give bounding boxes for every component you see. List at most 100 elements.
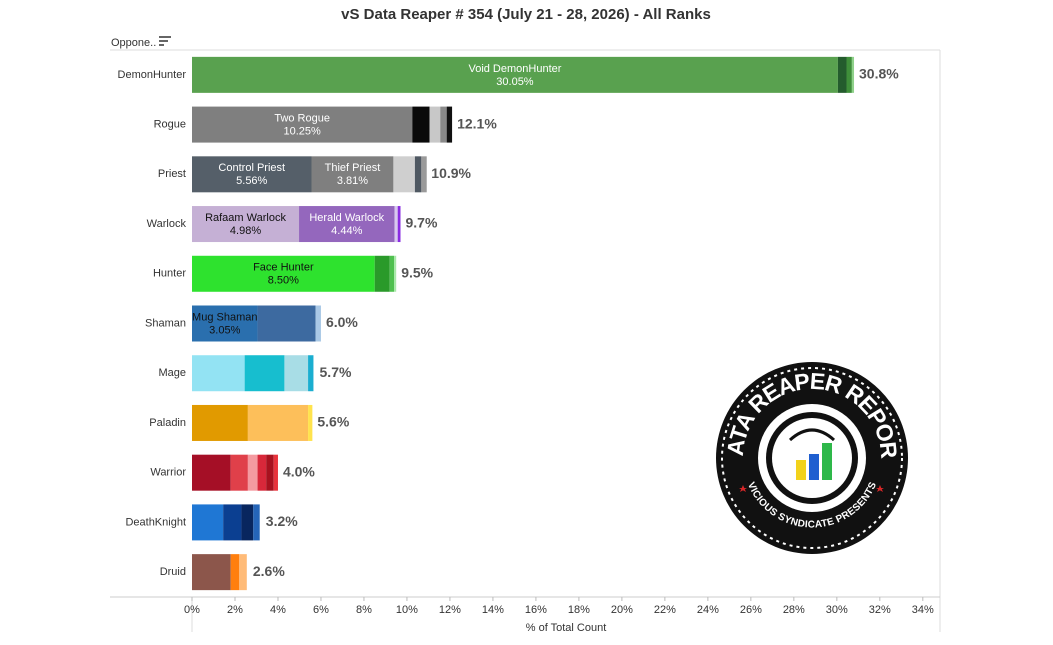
total-label: 10.9% (431, 165, 471, 181)
bar-segment (299, 206, 395, 243)
x-tick-label: 26% (740, 604, 762, 616)
total-label: 9.5% (401, 264, 433, 280)
bar-segment (284, 355, 309, 392)
bar-segment (192, 156, 312, 193)
segment-value-label: 10.25% (284, 125, 322, 137)
x-tick-label: 28% (783, 604, 805, 616)
bar-segment (421, 156, 427, 193)
bar-segment (440, 106, 447, 143)
x-tick-label: 8% (356, 604, 372, 616)
x-tick-label: 20% (611, 604, 633, 616)
total-label: 3.2% (266, 513, 298, 529)
x-tick-label: 32% (869, 604, 891, 616)
segment-label: Control Priest (218, 162, 285, 174)
category-label: Hunter (153, 268, 186, 280)
total-label: 12.1% (457, 115, 497, 131)
segment-value-label: 8.50% (268, 275, 299, 287)
bar-segment (192, 554, 231, 591)
bar-segment (257, 305, 316, 342)
bar-segment (192, 305, 258, 342)
x-axis-label: % of Total Count (526, 622, 607, 634)
bar-segment (315, 305, 321, 342)
bar-segment (394, 206, 398, 243)
bar-segment (192, 404, 248, 441)
x-tick-label: 6% (313, 604, 329, 616)
bar-segment (412, 106, 430, 143)
x-tick-label: 0% (184, 604, 200, 616)
total-label: 30.8% (859, 66, 899, 82)
x-tick-label: 18% (568, 604, 590, 616)
segment-label: Mug Shaman (192, 311, 257, 323)
bar-segment (192, 355, 245, 392)
bar-segment (192, 206, 300, 243)
bar-segment (257, 454, 267, 491)
segment-label: Herald Warlock (309, 212, 384, 224)
bar-segment (241, 504, 254, 541)
bar-segment (308, 404, 313, 441)
bar-segment (429, 106, 441, 143)
bar-segment (239, 554, 247, 591)
bar-segment (374, 255, 390, 292)
category-label: Rogue (154, 118, 186, 130)
segment-value-label: 4.98% (230, 225, 261, 237)
x-tick-label: 10% (396, 604, 418, 616)
bar-segment (837, 56, 847, 93)
category-label: DeathKnight (125, 516, 186, 528)
bar-segment (446, 106, 453, 143)
category-label: Paladin (149, 417, 186, 429)
x-tick-label: 14% (482, 604, 504, 616)
x-tick-label: 16% (525, 604, 547, 616)
total-label: 6.0% (326, 314, 358, 330)
segment-label: Face Hunter (253, 262, 314, 274)
segment-label: Rafaam Warlock (205, 212, 286, 224)
row-header[interactable]: Oppone.. (111, 37, 156, 49)
bar-segment (266, 454, 274, 491)
sort-icon[interactable] (159, 36, 171, 46)
bar-segment (192, 454, 231, 491)
bars: 0% 2% 4% 6% 8% 10% 12% 14% 16% 18% 20% 22% 24% 26% 28%… (118, 56, 934, 616)
x-tick-label: 22% (654, 604, 676, 616)
segment-value-label: 4.44% (331, 225, 362, 237)
category-label: Warlock (147, 218, 187, 230)
category-label: DemonHunter (118, 69, 187, 81)
total-label: 4.0% (283, 463, 315, 479)
bar-segment (311, 156, 394, 193)
segment-value-label: 30.05% (496, 76, 534, 88)
segment-label: Void DemonHunter (468, 63, 561, 75)
total-label: 9.7% (405, 215, 437, 231)
bar-segment (192, 106, 413, 143)
bar-segment (414, 156, 422, 193)
x-tick-label: 34% (912, 604, 934, 616)
category-label: Shaman (145, 317, 186, 329)
bar-segment (393, 156, 415, 193)
bar-segment (230, 454, 248, 491)
total-label: 5.7% (320, 364, 352, 380)
bar-segment (192, 504, 224, 541)
segment-value-label: 3.05% (209, 324, 240, 336)
bar-segment (851, 56, 855, 93)
segment-label: Two Rogue (274, 112, 330, 124)
bar-segment (230, 554, 240, 591)
bar-segment (273, 454, 278, 491)
bar-segment (247, 404, 309, 441)
bar-segment (244, 355, 285, 392)
category-label: Priest (158, 168, 186, 180)
bar-segment (247, 454, 258, 491)
x-tick-label: 4% (270, 604, 286, 616)
bar-segment (223, 504, 242, 541)
x-tick-label: 2% (227, 604, 243, 616)
bar-segment (192, 255, 375, 292)
bar-segment (389, 255, 395, 292)
total-label: 5.6% (317, 414, 349, 430)
bar-segment (192, 56, 838, 93)
bar-segment (253, 504, 260, 541)
bar-segment (394, 255, 397, 292)
category-label: Druid (160, 566, 186, 578)
x-tick-label: 12% (439, 604, 461, 616)
category-label: Warrior (150, 467, 186, 479)
total-label: 2.6% (253, 563, 285, 579)
bar-segment (308, 355, 314, 392)
bar-segment (397, 206, 401, 243)
